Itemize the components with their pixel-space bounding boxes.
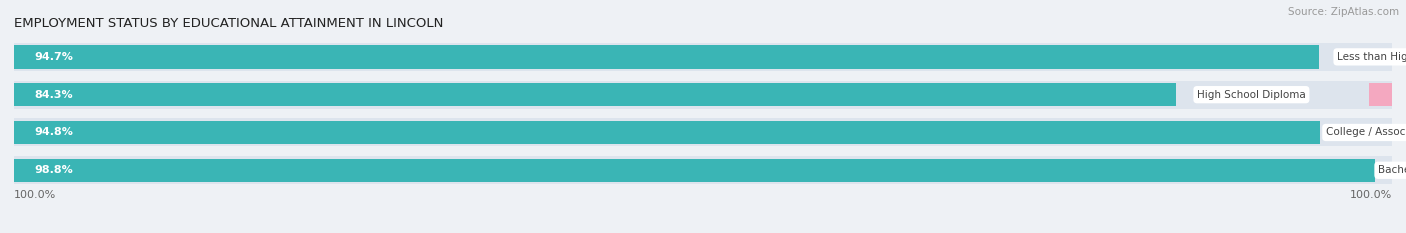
Bar	[1368, 83, 1406, 106]
Text: 98.8%: 98.8%	[35, 165, 73, 175]
Text: 94.8%: 94.8%	[35, 127, 73, 137]
Bar	[14, 43, 1392, 71]
Text: Bachelor's Degree or higher: Bachelor's Degree or higher	[1378, 165, 1406, 175]
Text: EMPLOYMENT STATUS BY EDUCATIONAL ATTAINMENT IN LINCOLN: EMPLOYMENT STATUS BY EDUCATIONAL ATTAINM…	[14, 17, 443, 30]
Bar	[14, 119, 1392, 147]
Text: 94.7%: 94.7%	[35, 52, 73, 62]
Text: 100.0%: 100.0%	[14, 190, 56, 200]
Bar	[14, 156, 1392, 184]
Text: College / Associate Degree: College / Associate Degree	[1326, 127, 1406, 137]
Bar	[14, 81, 1392, 109]
Bar	[14, 158, 1375, 182]
Text: 84.3%: 84.3%	[35, 90, 73, 100]
Bar	[14, 45, 1319, 69]
Bar	[14, 121, 1320, 144]
Text: 100.0%: 100.0%	[1350, 190, 1392, 200]
Text: High School Diploma: High School Diploma	[1197, 90, 1306, 100]
Text: Source: ZipAtlas.com: Source: ZipAtlas.com	[1288, 7, 1399, 17]
Bar	[14, 83, 1175, 106]
Text: Less than High School: Less than High School	[1337, 52, 1406, 62]
